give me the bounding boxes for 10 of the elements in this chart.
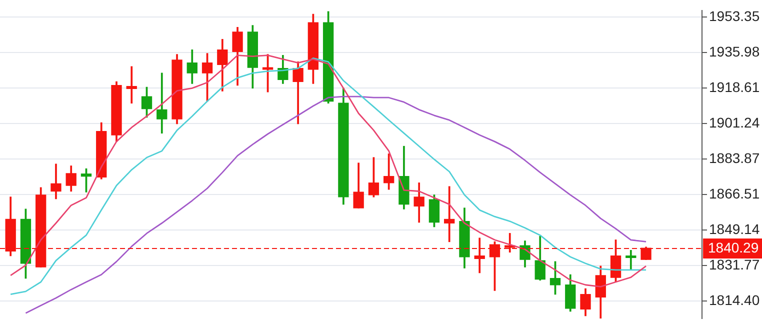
y-tick-label: 1883.87 — [709, 150, 760, 166]
y-tick-label: 1935.98 — [709, 43, 760, 60]
y-tick-label: 1953.35 — [709, 8, 760, 24]
y-tick-label: 1866.51 — [709, 185, 760, 202]
y-tick-label: 1814.40 — [709, 292, 760, 308]
y-tick-label: 1918.61 — [709, 78, 760, 95]
y-tick-label: 1849.14 — [709, 220, 760, 237]
y-tick-label: 1831.77 — [709, 256, 760, 272]
y-tick-label: 1901.24 — [709, 114, 760, 130]
ref-line-label: 1840.29 — [708, 239, 759, 256]
